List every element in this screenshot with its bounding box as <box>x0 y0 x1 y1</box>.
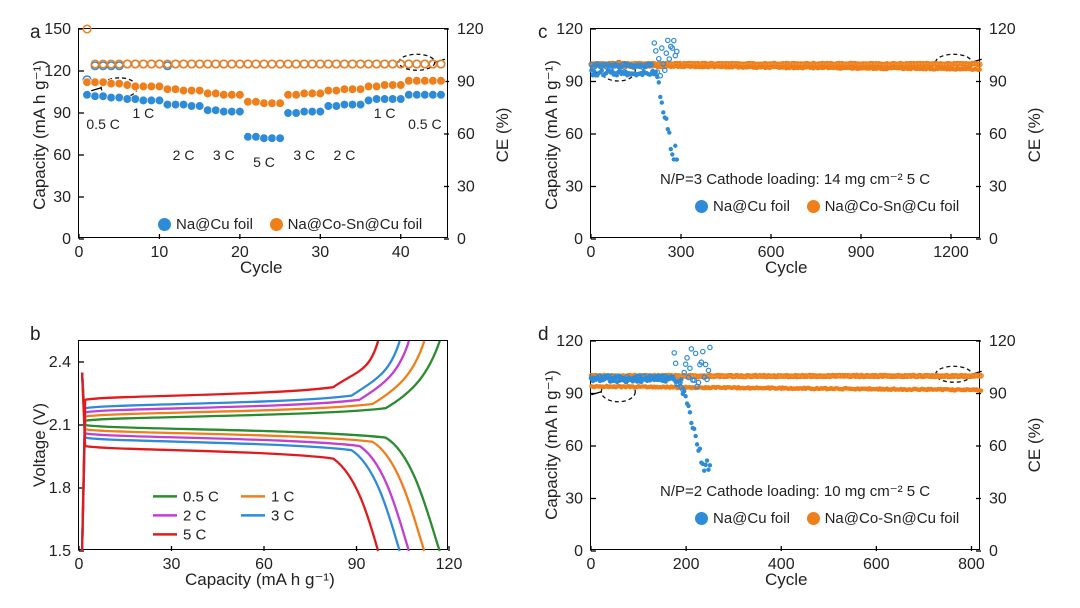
svg-text:60: 60 <box>457 126 475 143</box>
svg-text:1 C: 1 C <box>271 488 295 505</box>
svg-text:200: 200 <box>673 556 700 573</box>
svg-text:0: 0 <box>574 231 583 248</box>
svg-text:0: 0 <box>75 556 84 573</box>
panel-a-svg: 010203040030609012015003060901200.5 C1 C… <box>79 29 449 239</box>
svg-text:300: 300 <box>668 244 695 261</box>
svg-text:1 C: 1 C <box>374 105 396 121</box>
panel-b-svg: 03060901201.51.82.12.40.5 C1 C2 C3 C5 C <box>79 341 449 551</box>
panel-a-legend2: Na@Co-Sn@Cu foil <box>288 216 423 233</box>
panel-c-legend2: Na@Co-Sn@Cu foil <box>825 198 960 215</box>
panel-c-ylabel-left: Capacity (mA h g⁻¹) <box>542 30 562 240</box>
svg-text:30: 30 <box>989 179 1007 196</box>
svg-text:5 C: 5 C <box>253 154 275 170</box>
svg-text:2.1: 2.1 <box>49 417 71 434</box>
svg-text:40: 40 <box>392 244 410 261</box>
panel-c: c 0300600900120003060901200306090120 Cap… <box>520 0 1080 300</box>
svg-text:3 C: 3 C <box>271 507 295 524</box>
svg-text:90: 90 <box>989 74 1007 91</box>
panel-d-legend1: Na@Cu foil <box>713 510 790 527</box>
panel-b-plotbox: 03060901201.51.82.12.40.5 C1 C2 C3 C5 C <box>78 340 448 550</box>
svg-text:30: 30 <box>53 189 71 206</box>
panel-a-ylabel-left: Capacity (mA h g⁻¹) <box>30 30 50 240</box>
svg-text:0: 0 <box>587 556 596 573</box>
svg-text:2.4: 2.4 <box>49 354 71 371</box>
svg-text:60: 60 <box>53 147 71 164</box>
svg-text:120: 120 <box>457 21 484 38</box>
svg-text:0: 0 <box>587 244 596 261</box>
panel-b: b 03060901201.51.82.12.40.5 C1 C2 C3 C5 … <box>0 300 520 608</box>
svg-text:120: 120 <box>989 333 1016 350</box>
panel-a-xlabel: Cycle <box>240 258 283 278</box>
panel-c-xlabel: Cycle <box>765 258 808 278</box>
svg-text:90: 90 <box>565 386 583 403</box>
panel-c-annotation: N/P=3 Cathode loading: 14 mg cm⁻² 5 C <box>660 170 930 188</box>
svg-text:60: 60 <box>565 126 583 143</box>
svg-text:0.5 C: 0.5 C <box>408 116 441 132</box>
panel-a-plotbox: 010203040030609012015003060901200.5 C1 C… <box>78 28 448 238</box>
svg-text:3 C: 3 C <box>213 147 235 163</box>
svg-text:30: 30 <box>565 179 583 196</box>
svg-text:2 C: 2 C <box>334 147 356 163</box>
panel-d-legend: Na@Cu foil Na@Co-Sn@Cu foil <box>695 510 959 529</box>
panel-d-annotation: N/P=2 Cathode loading: 10 mg cm⁻² 5 C <box>660 482 930 500</box>
svg-text:0: 0 <box>574 543 583 560</box>
panel-c-legend1: Na@Cu foil <box>713 198 790 215</box>
svg-text:0.5 C: 0.5 C <box>183 488 219 505</box>
panel-b-xlabel: Capacity (mA h g⁻¹) <box>185 570 335 590</box>
svg-text:0: 0 <box>75 244 84 261</box>
svg-text:2 C: 2 C <box>183 507 207 524</box>
svg-text:600: 600 <box>863 556 890 573</box>
panel-a-ylabel-right: CE (%) <box>493 30 513 240</box>
svg-text:2 C: 2 C <box>173 147 195 163</box>
svg-text:0: 0 <box>62 231 71 248</box>
svg-text:30: 30 <box>163 556 181 573</box>
svg-text:30: 30 <box>311 244 329 261</box>
svg-text:120: 120 <box>436 556 463 573</box>
svg-text:1.8: 1.8 <box>49 480 71 497</box>
svg-text:0: 0 <box>989 543 998 560</box>
figure-root: a 010203040030609012015003060901200.5 C1… <box>0 0 1080 608</box>
panel-c-legend: Na@Cu foil Na@Co-Sn@Cu foil <box>695 198 959 217</box>
svg-text:0: 0 <box>457 231 466 248</box>
svg-text:60: 60 <box>565 438 583 455</box>
svg-text:30: 30 <box>457 179 475 196</box>
svg-text:1 C: 1 C <box>132 105 154 121</box>
svg-text:1200: 1200 <box>933 244 969 261</box>
panel-b-ylabel: Voltage (V) <box>30 340 50 550</box>
svg-text:0.5 C: 0.5 C <box>86 116 119 132</box>
svg-text:60: 60 <box>989 126 1007 143</box>
panel-a-legend1: Na@Cu foil <box>176 216 253 233</box>
svg-text:60: 60 <box>989 438 1007 455</box>
svg-text:3 C: 3 C <box>293 147 315 163</box>
svg-text:5 C: 5 C <box>183 526 207 543</box>
panel-d-ylabel-left: Capacity (mA h g⁻¹) <box>542 340 562 550</box>
svg-text:90: 90 <box>565 74 583 91</box>
svg-text:0: 0 <box>989 231 998 248</box>
svg-text:120: 120 <box>989 21 1016 38</box>
svg-text:90: 90 <box>348 556 366 573</box>
svg-text:90: 90 <box>53 105 71 122</box>
svg-text:10: 10 <box>151 244 169 261</box>
svg-text:30: 30 <box>989 491 1007 508</box>
svg-text:1.5: 1.5 <box>49 543 71 560</box>
svg-text:900: 900 <box>848 244 875 261</box>
svg-text:90: 90 <box>989 386 1007 403</box>
panel-d-ylabel-right: CE (%) <box>1025 340 1045 550</box>
svg-text:800: 800 <box>958 556 985 573</box>
panel-a-legend: Na@Cu foil Na@Co-Sn@Cu foil <box>158 216 422 235</box>
panel-a: a 010203040030609012015003060901200.5 C1… <box>0 0 520 300</box>
svg-text:90: 90 <box>457 74 475 91</box>
panel-c-ylabel-right: CE (%) <box>1025 30 1045 240</box>
panel-d-legend2: Na@Co-Sn@Cu foil <box>825 510 960 527</box>
panel-d-xlabel: Cycle <box>765 570 808 590</box>
svg-text:30: 30 <box>565 491 583 508</box>
panel-d: d 020040060080003060901200306090120 Capa… <box>520 300 1080 608</box>
